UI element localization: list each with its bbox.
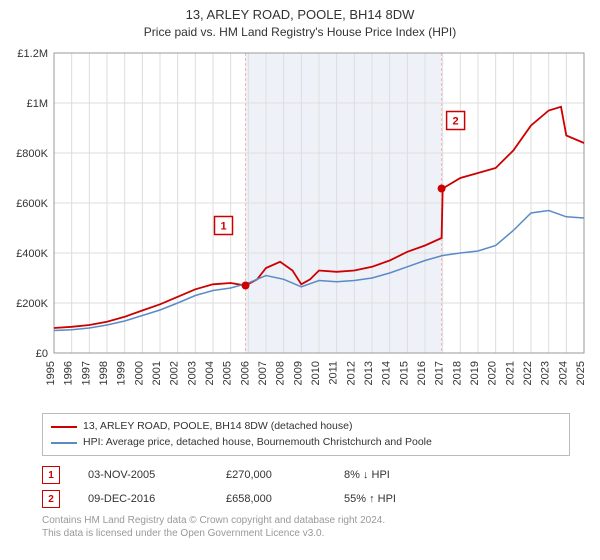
svg-text:2020: 2020 [487,361,499,385]
legend-swatch-icon [51,426,77,428]
svg-text:2008: 2008 [275,361,287,385]
svg-text:2007: 2007 [257,361,269,385]
svg-text:2012: 2012 [345,361,357,385]
legend-row: HPI: Average price, detached house, Bour… [51,435,561,451]
svg-text:2018: 2018 [451,361,463,385]
chart-container: 13, ARLEY ROAD, POOLE, BH14 8DW Price pa… [0,0,600,540]
chart-area: £0 £200K £400K £600K £800K £1M £1.2M 1995 1996 19… [10,45,590,405]
svg-text:2011: 2011 [328,361,340,385]
svg-text:2002: 2002 [169,361,181,385]
svg-text:£1M: £1M [27,98,48,110]
svg-text:2009: 2009 [292,361,304,385]
legend-label: 13, ARLEY ROAD, POOLE, BH14 8DW (detache… [83,419,352,435]
transaction-price: £270,000 [226,469,316,481]
svg-text:2023: 2023 [540,361,552,385]
svg-text:1995: 1995 [45,361,57,385]
svg-text:2000: 2000 [133,361,145,385]
transaction-date: 03-NOV-2005 [88,469,198,481]
transaction-marker-icon: 2 [42,490,60,508]
svg-text:£1.2M: £1.2M [17,48,48,60]
attribution: Contains HM Land Registry data © Crown c… [42,514,600,540]
chart-title: 13, ARLEY ROAD, POOLE, BH14 8DW [0,6,600,24]
svg-text:1: 1 [220,220,226,232]
svg-text:2006: 2006 [239,361,251,385]
svg-text:£0: £0 [36,348,48,360]
svg-text:1998: 1998 [98,361,110,385]
transaction-date: 09-DEC-2016 [88,493,198,505]
svg-text:2014: 2014 [381,361,393,385]
chart-subtitle: Price paid vs. HM Land Registry's House … [0,24,600,41]
chart-svg: £0 £200K £400K £600K £800K £1M £1.2M 1995 1996 19… [10,45,590,405]
svg-text:1996: 1996 [63,361,75,385]
svg-text:2024: 2024 [557,361,569,385]
transaction-price: £658,000 [226,493,316,505]
title-block: 13, ARLEY ROAD, POOLE, BH14 8DW Price pa… [0,0,600,45]
transaction-marker-icon: 1 [42,466,60,484]
attribution-line: Contains HM Land Registry data © Crown c… [42,514,600,527]
svg-text:£800K: £800K [16,148,48,160]
attribution-line: This data is licensed under the Open Gov… [42,527,600,540]
svg-text:2025: 2025 [575,361,587,385]
svg-text:2003: 2003 [186,361,198,385]
svg-text:2001: 2001 [151,361,163,385]
svg-text:2021: 2021 [504,361,516,385]
svg-text:2005: 2005 [222,361,234,385]
svg-text:2: 2 [453,115,459,127]
svg-text:£200K: £200K [16,298,48,310]
svg-text:1999: 1999 [116,361,128,385]
transaction-table: 1 03-NOV-2005 £270,000 8% ↓ HPI 2 09-DEC… [42,466,600,508]
svg-text:2022: 2022 [522,361,534,385]
svg-text:2013: 2013 [363,361,375,385]
legend-label: HPI: Average price, detached house, Bour… [83,435,432,451]
svg-text:£600K: £600K [16,198,48,210]
transaction-hpi-rel: 8% ↓ HPI [344,469,444,481]
svg-text:2016: 2016 [416,361,428,385]
svg-text:2019: 2019 [469,361,481,385]
svg-text:1997: 1997 [80,361,92,385]
svg-text:2010: 2010 [310,361,322,385]
transaction-hpi-rel: 55% ↑ HPI [344,493,444,505]
svg-text:2004: 2004 [204,361,216,385]
legend-swatch-icon [51,442,77,444]
legend-row: 13, ARLEY ROAD, POOLE, BH14 8DW (detache… [51,419,561,435]
svg-text:2017: 2017 [434,361,446,385]
transaction-row: 2 09-DEC-2016 £658,000 55% ↑ HPI [42,490,600,508]
svg-text:£400K: £400K [16,248,48,260]
transaction-row: 1 03-NOV-2005 £270,000 8% ↓ HPI [42,466,600,484]
legend-box: 13, ARLEY ROAD, POOLE, BH14 8DW (detache… [42,413,570,457]
svg-text:2015: 2015 [398,361,410,385]
